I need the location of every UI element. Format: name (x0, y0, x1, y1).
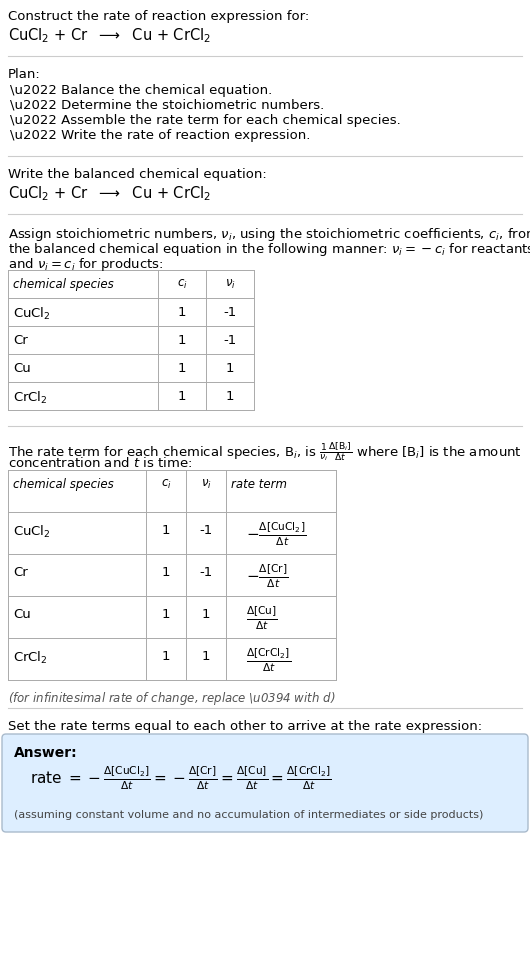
Text: $-\frac{\Delta[\mathrm{Cr}]}{\Delta t}$: $-\frac{\Delta[\mathrm{Cr}]}{\Delta t}$ (246, 562, 288, 590)
Text: 1: 1 (178, 390, 186, 403)
Text: 1: 1 (162, 608, 170, 621)
Text: CuCl$_2$: CuCl$_2$ (13, 306, 50, 322)
Text: -1: -1 (223, 306, 236, 319)
Text: CrCl$_2$: CrCl$_2$ (13, 390, 48, 406)
Text: $\nu_i$: $\nu_i$ (225, 278, 235, 291)
Text: $\frac{\Delta[\mathrm{Cu}]}{\Delta t}$: $\frac{\Delta[\mathrm{Cu}]}{\Delta t}$ (246, 604, 278, 631)
Text: 1: 1 (162, 566, 170, 579)
Text: $\nu_i$: $\nu_i$ (200, 478, 211, 491)
Text: Assign stoichiometric numbers, $\nu_i$, using the stoichiometric coefficients, $: Assign stoichiometric numbers, $\nu_i$, … (8, 226, 530, 243)
Text: rate term: rate term (231, 478, 287, 491)
Text: Plan:: Plan: (8, 68, 41, 81)
Text: Cr: Cr (13, 566, 28, 579)
Text: concentration and $t$ is time:: concentration and $t$ is time: (8, 456, 192, 470)
Text: Cr: Cr (13, 334, 28, 347)
Text: $c_i$: $c_i$ (176, 278, 188, 291)
Text: $\frac{\Delta[\mathrm{CrCl_2}]}{\Delta t}$: $\frac{\Delta[\mathrm{CrCl_2}]}{\Delta t… (246, 646, 291, 673)
Text: Write the balanced chemical equation:: Write the balanced chemical equation: (8, 168, 267, 181)
Text: \u2022 Balance the chemical equation.: \u2022 Balance the chemical equation. (10, 84, 272, 97)
Text: \u2022 Determine the stoichiometric numbers.: \u2022 Determine the stoichiometric numb… (10, 99, 324, 112)
Text: \u2022 Write the rate of reaction expression.: \u2022 Write the rate of reaction expres… (10, 129, 311, 142)
Text: 1: 1 (202, 650, 210, 663)
Text: 1: 1 (178, 362, 186, 375)
Text: 1: 1 (178, 306, 186, 319)
Text: -1: -1 (223, 334, 236, 347)
Text: Set the rate terms equal to each other to arrive at the rate expression:: Set the rate terms equal to each other t… (8, 720, 482, 733)
Text: 1: 1 (178, 334, 186, 347)
Text: 1: 1 (226, 362, 234, 375)
Text: Answer:: Answer: (14, 746, 77, 760)
Text: rate $= -\frac{\Delta[\mathrm{CuCl_2}]}{\Delta t} = -\frac{\Delta[\mathrm{Cr}]}{: rate $= -\frac{\Delta[\mathrm{CuCl_2}]}{… (30, 764, 332, 792)
Text: CuCl$_2$ + Cr  $\longrightarrow$  Cu + CrCl$_2$: CuCl$_2$ + Cr $\longrightarrow$ Cu + CrC… (8, 26, 211, 45)
Text: 1: 1 (162, 524, 170, 537)
Text: and $\nu_i = c_i$ for products:: and $\nu_i = c_i$ for products: (8, 256, 164, 273)
Text: The rate term for each chemical species, B$_i$, is $\frac{1}{\nu_i}\frac{\Delta[: The rate term for each chemical species,… (8, 440, 522, 463)
Text: $c_i$: $c_i$ (161, 478, 171, 491)
Text: Cu: Cu (13, 362, 31, 375)
Text: Cu: Cu (13, 608, 31, 621)
Text: \u2022 Assemble the rate term for each chemical species.: \u2022 Assemble the rate term for each c… (10, 114, 401, 127)
Text: 1: 1 (226, 390, 234, 403)
Text: $-\frac{\Delta[\mathrm{CuCl_2}]}{\Delta t}$: $-\frac{\Delta[\mathrm{CuCl_2}]}{\Delta … (246, 520, 306, 548)
Text: chemical species: chemical species (13, 478, 114, 491)
Text: the balanced chemical equation in the following manner: $\nu_i = -c_i$ for react: the balanced chemical equation in the fo… (8, 241, 530, 258)
Text: -1: -1 (199, 524, 213, 537)
Text: CrCl$_2$: CrCl$_2$ (13, 650, 48, 666)
Text: (assuming constant volume and no accumulation of intermediates or side products): (assuming constant volume and no accumul… (14, 810, 483, 820)
Text: CuCl$_2$ + Cr  $\longrightarrow$  Cu + CrCl$_2$: CuCl$_2$ + Cr $\longrightarrow$ Cu + CrC… (8, 184, 211, 203)
Text: -1: -1 (199, 566, 213, 579)
Text: chemical species: chemical species (13, 278, 114, 291)
Text: Construct the rate of reaction expression for:: Construct the rate of reaction expressio… (8, 10, 309, 23)
Text: CuCl$_2$: CuCl$_2$ (13, 524, 50, 540)
FancyBboxPatch shape (2, 734, 528, 832)
Text: 1: 1 (162, 650, 170, 663)
Text: (for infinitesimal rate of change, replace \u0394 with $d$): (for infinitesimal rate of change, repla… (8, 690, 335, 707)
Text: 1: 1 (202, 608, 210, 621)
